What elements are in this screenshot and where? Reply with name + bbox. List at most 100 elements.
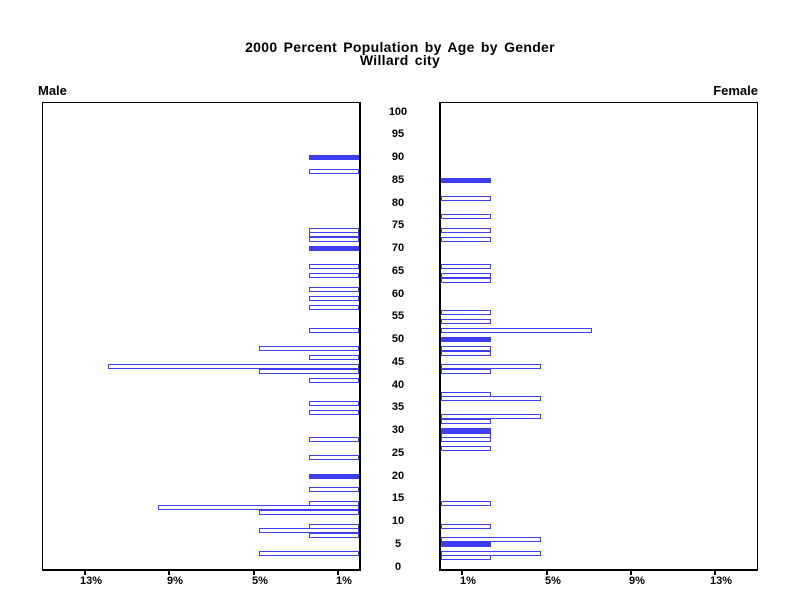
age-label-50: 50 [391,333,405,345]
age-label-20: 20 [391,470,405,482]
female-axis-tick-5 [546,571,548,575]
male-bar-age-3 [259,551,359,556]
male-bar-age-52 [309,328,359,333]
female-axis-tick-label-9: 9% [629,575,645,587]
female-axis-tick-label-5: 5% [545,575,561,587]
age-label-0: 0 [394,561,402,573]
male-bar-age-28 [309,437,359,442]
female-axis-tick-label-1: 1% [460,575,476,587]
male-bar-age-8 [259,528,359,533]
male-axis-tick-label-9: 9% [167,575,183,587]
male-bar-age-41 [309,378,359,383]
male-chart-frame [42,102,361,571]
male-bar-age-24 [309,455,359,460]
age-label-30: 30 [391,424,405,436]
male-bar-age-7 [309,533,359,538]
male-bar-age-34 [309,410,359,415]
male-axis-tick-label-5: 5% [252,575,268,587]
female-bar-age-5 [441,542,491,547]
age-label-10: 10 [391,515,405,527]
female-bar-age-56 [441,310,491,315]
male-bar-age-43 [259,369,359,374]
male-bar-age-59 [309,296,359,301]
male-bar-age-64 [309,273,359,278]
male-bar-age-48 [259,346,359,351]
age-label-15: 15 [391,492,405,504]
male-axis-tick-13 [84,571,86,575]
female-bar-age-48 [441,346,491,351]
female-bar-age-2 [441,555,491,560]
female-bar-age-74 [441,228,491,233]
female-bar-age-64 [441,273,491,278]
female-bar-age-44 [441,364,541,369]
female-bar-age-26 [441,446,491,451]
female-bar-age-30 [441,428,491,433]
age-label-45: 45 [391,356,405,368]
female-bar-age-81 [441,196,491,201]
male-axis-header: Male [38,83,67,98]
chart-title-block: 2000 Percent Population by Age by Gender… [0,39,800,68]
age-label-55: 55 [391,310,405,322]
female-bar-age-32 [441,419,491,424]
age-label-60: 60 [391,288,405,300]
female-bar-age-66 [441,264,491,269]
age-label-70: 70 [391,242,405,254]
female-axis-tick-label-13: 13% [709,575,733,587]
female-bar-age-54 [441,319,491,324]
age-label-75: 75 [391,219,405,231]
female-axis-tick-1 [461,571,463,575]
male-bar-age-44 [108,364,359,369]
male-bar-age-20 [309,474,359,479]
age-label-90: 90 [391,151,405,163]
male-bar-age-90 [309,155,359,160]
age-label-65: 65 [391,265,405,277]
age-label-80: 80 [391,197,405,209]
female-bar-age-28 [441,437,491,442]
age-label-40: 40 [391,379,405,391]
age-label-100: 100 [388,106,408,118]
male-axis-tick-9 [168,571,170,575]
male-bar-age-36 [309,401,359,406]
female-bar-age-72 [441,237,491,242]
male-bar-age-70 [309,246,359,251]
age-label-5: 5 [394,538,402,550]
male-bar-age-57 [309,305,359,310]
age-label-25: 25 [391,447,405,459]
male-bar-age-87 [309,169,359,174]
male-bar-age-61 [309,287,359,292]
female-bar-age-14 [441,501,491,506]
male-axis-tick-5 [253,571,255,575]
female-axis-tick-13 [714,571,716,575]
male-bar-age-46 [309,355,359,360]
male-bar-age-12 [259,510,359,515]
female-chart-frame [439,102,758,571]
female-bar-age-63 [441,278,491,283]
female-bar-age-47 [441,351,491,356]
male-bar-age-17 [309,487,359,492]
male-axis-tick-label-13: 13% [79,575,103,587]
chart-subtitle: Willard city [359,52,441,68]
female-bar-age-43 [441,369,491,374]
female-bar-age-37 [441,396,541,401]
age-label-95: 95 [391,128,405,140]
male-bar-age-73 [309,232,359,237]
female-bar-age-6 [441,537,541,542]
male-axis-tick-label-1: 1% [336,575,352,587]
age-label-85: 85 [391,174,405,186]
male-bar-age-72 [309,237,359,242]
female-bar-age-50 [441,337,491,342]
male-bar-age-13 [158,505,359,510]
female-bar-age-77 [441,214,491,219]
female-bar-age-3 [441,551,541,556]
male-axis-tick-1 [337,571,339,575]
female-bar-age-85 [441,178,491,183]
male-bar-age-66 [309,264,359,269]
female-bar-age-52 [441,328,592,333]
female-axis-header: Female [713,83,758,98]
female-axis-tick-9 [630,571,632,575]
female-bar-age-33 [441,414,541,419]
age-label-35: 35 [391,401,405,413]
chart-title: 2000 Percent Population by Age by Gender [245,39,555,55]
female-bar-age-9 [441,524,491,529]
